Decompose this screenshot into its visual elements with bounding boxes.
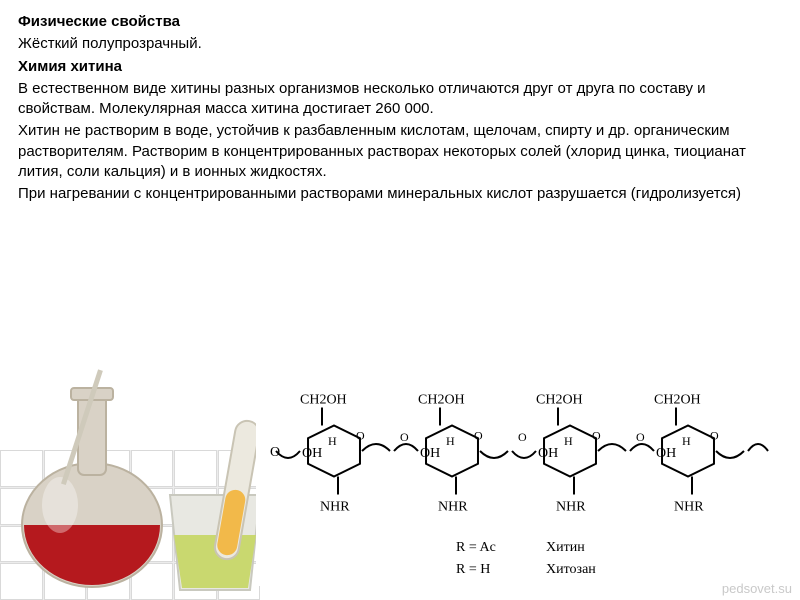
svg-text:CH2OH: CH2OH [300, 393, 347, 408]
svg-text:O: O [474, 429, 483, 443]
svg-text:O: O [400, 430, 409, 444]
watermark: pedsovet.su [722, 580, 792, 598]
svg-text:CH2OH: CH2OH [654, 393, 701, 408]
svg-text:O: O [592, 429, 601, 443]
paragraph-chem-3: При нагревании с концентрированными раст… [18, 184, 782, 204]
paragraph-chem-1: В естественном виде хитины разных органи… [18, 79, 782, 120]
svg-text:R = H: R = H [456, 562, 490, 577]
svg-text:NHR: NHR [320, 500, 350, 515]
chemical-structure: OOCH2OHOHHNHROOCH2OHOHHNHROOCH2OHOHHNHRO… [256, 356, 786, 586]
svg-text:Хитозан: Хитозан [546, 562, 596, 577]
svg-text:NHR: NHR [556, 500, 586, 515]
heading-chemistry: Химия хитина [18, 57, 782, 77]
svg-text:Хитин: Хитин [546, 540, 585, 555]
glassware-icon [0, 340, 300, 600]
svg-text:CH2OH: CH2OH [536, 393, 583, 408]
svg-text:O: O [636, 430, 645, 444]
svg-text:H: H [446, 434, 455, 448]
heading-physical: Физические свойства [18, 12, 782, 32]
svg-text:O: O [518, 430, 527, 444]
svg-text:R = Ac: R = Ac [456, 540, 496, 555]
svg-text:CH2OH: CH2OH [418, 393, 465, 408]
svg-text:OH: OH [420, 446, 440, 461]
paragraph-physical: Жёсткий полупрозрачный. [18, 34, 782, 54]
svg-text:H: H [682, 434, 691, 448]
svg-text:O: O [356, 429, 365, 443]
svg-text:NHR: NHR [674, 500, 704, 515]
svg-text:O: O [270, 445, 280, 460]
bottom-scene: OOCH2OHOHHNHROOCH2OHOHHNHROOCH2OHOHHNHRO… [0, 345, 800, 600]
svg-text:H: H [328, 434, 337, 448]
svg-text:OH: OH [538, 446, 558, 461]
svg-text:OH: OH [302, 446, 322, 461]
svg-text:NHR: NHR [438, 500, 468, 515]
svg-text:OH: OH [656, 446, 676, 461]
svg-text:H: H [564, 434, 573, 448]
svg-text:O: O [710, 429, 719, 443]
text-content: Физические свойства Жёсткий полупрозрачн… [0, 0, 800, 204]
paragraph-chem-2: Хитин не растворим в воде, устойчив к ра… [18, 121, 782, 182]
